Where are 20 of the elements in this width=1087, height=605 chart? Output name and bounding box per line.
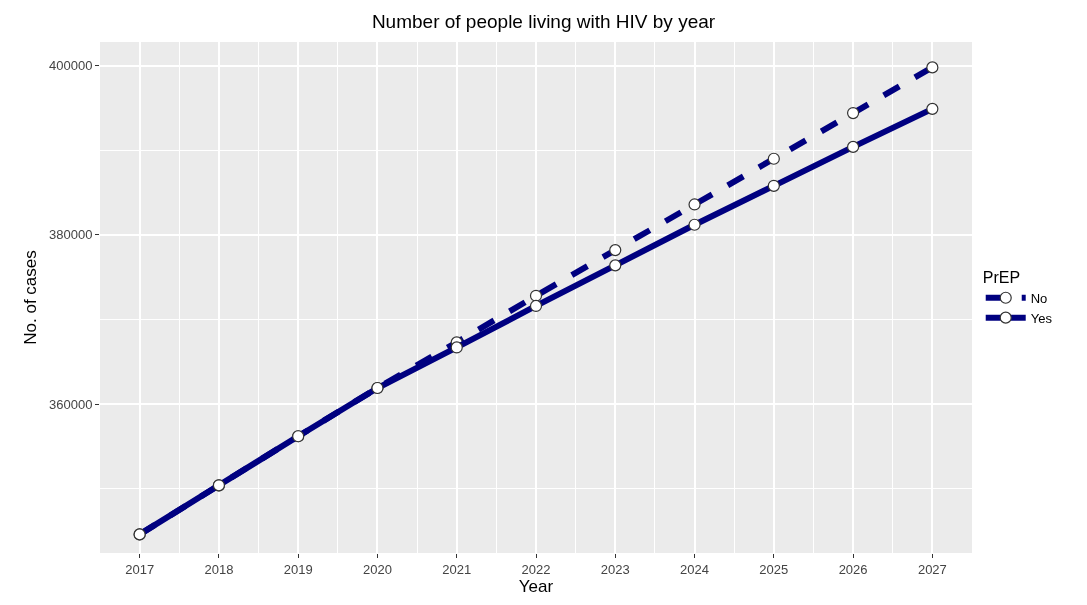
chart-title: Number of people living with HIV by year — [371, 11, 716, 33]
y-tick-label: 380000 — [49, 227, 93, 243]
x-tick-label: 2017 — [125, 561, 155, 577]
x-tick-label: 2020 — [362, 561, 392, 577]
legend-title: PrEP — [982, 268, 1021, 286]
x-tick-label: 2024 — [680, 561, 710, 577]
x-tick-label: 2023 — [600, 561, 630, 577]
x-tick-label: 2026 — [838, 561, 868, 577]
x-tick-label: 2027 — [917, 561, 947, 577]
x-tick-label: 2025 — [759, 561, 789, 577]
legend-label: Yes — [1030, 310, 1053, 326]
x-tick-label: 2018 — [204, 561, 234, 577]
x-tick-label: 2022 — [521, 561, 551, 577]
x-axis-title: Year — [518, 576, 554, 596]
y-axis-title: No. of cases — [20, 250, 40, 345]
x-tick-label: 2019 — [283, 561, 313, 577]
y-tick-label: 400000 — [49, 58, 93, 74]
y-tick-label: 360000 — [49, 396, 93, 412]
x-tick-label: 2021 — [442, 561, 472, 577]
legend-label: No — [1030, 290, 1048, 306]
